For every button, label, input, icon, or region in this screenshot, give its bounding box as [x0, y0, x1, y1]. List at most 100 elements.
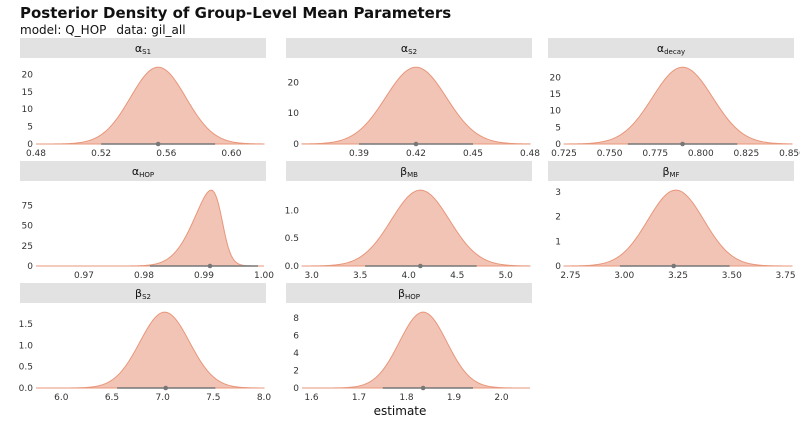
density-area: [301, 189, 531, 267]
facet-panel: βMF 0 1 2 3 2.75 3.00 3.25 3.50 3.75: [548, 161, 796, 281]
x-tick-label: 3.5: [353, 271, 367, 281]
x-tick-label: 0.52: [91, 149, 111, 159]
facet-strip-label: αdecay: [657, 42, 685, 56]
x-tick-label: 3.75: [776, 271, 796, 281]
subtitle-model: model: Q_HOP: [20, 23, 107, 37]
facet-strip: [20, 283, 266, 303]
facet-strip: [286, 38, 532, 58]
x-tick-label: 7.0: [156, 393, 171, 403]
facet-strip: [548, 161, 794, 181]
x-tick-label: 1.00: [254, 271, 274, 281]
y-tick-label: 25: [22, 242, 33, 252]
facet-strip-label: βMF: [662, 165, 679, 179]
point-estimate: [671, 263, 676, 269]
y-tick-label: 2: [555, 213, 561, 223]
facet-strip: [20, 161, 266, 181]
x-tick-label: 7.5: [206, 393, 220, 403]
x-tick-label: 0.42: [406, 149, 426, 159]
y-tick-label: 0: [555, 262, 561, 272]
x-tick-label: 3.0: [305, 271, 320, 281]
y-tick-label: 10: [22, 105, 34, 115]
facet-panel: βHOP 0 2 4 6 8 1.6 1.7 1.8 1.9 2.0: [286, 283, 532, 403]
point-estimate: [155, 141, 161, 147]
y-tick-label: 0.0: [19, 384, 34, 394]
facet-panel: βMB 0.0 0.5 1.0 3.0 3.5 4.0 4.5 5.0: [285, 161, 532, 281]
x-tick-label: 0.39: [349, 149, 369, 159]
y-tick-label: 4: [293, 349, 299, 359]
y-tick-label: 0.5: [19, 363, 33, 373]
x-tick-label: 0.800: [688, 149, 714, 159]
y-tick-label: 20: [288, 78, 300, 88]
y-tick-label: 10: [550, 107, 562, 117]
y-tick-label: 5: [555, 123, 561, 133]
y-tick-label: 1: [555, 237, 561, 247]
y-tick-label: 0: [27, 140, 33, 150]
x-tick-label: 0.48: [26, 149, 46, 159]
y-tick-label: 15: [550, 90, 561, 100]
y-tick-label: 0.0: [285, 262, 300, 272]
y-tick-label: 1.5: [19, 320, 33, 330]
facet-strip: [286, 161, 532, 181]
facet-strip-label: βS2: [135, 287, 151, 301]
facet-strip-label: βHOP: [398, 287, 420, 301]
density-area: [301, 66, 531, 145]
y-tick-label: 75: [22, 202, 33, 212]
point-estimate: [163, 385, 169, 391]
x-tick-label: 4.0: [402, 271, 417, 281]
y-tick-label: 0.5: [285, 234, 299, 244]
y-tick-label: 10: [288, 109, 300, 119]
x-tick-label: 4.5: [450, 271, 464, 281]
x-tick-label: 0.725: [551, 149, 577, 159]
density-area: [563, 66, 793, 145]
x-tick-label: 0.56: [156, 149, 176, 159]
y-tick-label: 5: [27, 123, 33, 133]
y-tick-label: 8: [293, 314, 299, 324]
x-tick-label: 1.6: [304, 393, 319, 403]
y-tick-label: 0: [293, 140, 299, 150]
x-tick-label: 1.7: [352, 393, 366, 403]
x-tick-label: 3.00: [614, 271, 634, 281]
facet-strip: [20, 38, 266, 58]
x-tick-label: 2.75: [560, 271, 580, 281]
density-area: [302, 311, 530, 389]
x-tick-label: 3.50: [722, 271, 742, 281]
x-tick-label: 0.60: [221, 149, 241, 159]
x-tick-label: 1.8: [399, 393, 414, 403]
chart-title: Posterior Density of Group-Level Mean Pa…: [20, 4, 452, 22]
point-estimate: [418, 263, 423, 269]
x-tick-label: 0.750: [597, 149, 623, 159]
facet-panel: αHOP 0 25 50 75 0.97 0.98 0.99 1.00: [20, 161, 274, 281]
x-tick-label: 0.98: [134, 271, 154, 281]
point-estimate: [413, 141, 419, 147]
facet-strip-label: αS1: [135, 42, 151, 56]
facet-panel: βS2 0.0 0.5 1.0 1.5 6.0 6.5 7.0 7.5 8.0: [19, 283, 272, 403]
y-tick-label: 1.0: [285, 206, 300, 216]
y-tick-label: 0: [293, 384, 299, 394]
subtitle-data: data: gil_all: [116, 23, 186, 37]
facet-strip-label: αHOP: [132, 165, 154, 179]
density-area: [563, 189, 793, 267]
x-axis-title: estimate: [373, 404, 427, 418]
x-tick-label: 6.0: [54, 393, 69, 403]
y-tick-label: 20: [22, 70, 34, 80]
point-estimate: [680, 141, 685, 147]
y-tick-label: 0: [555, 140, 561, 150]
x-tick-label: 0.48: [520, 149, 540, 159]
y-tick-label: 0: [27, 262, 33, 272]
y-tick-label: 15: [22, 88, 33, 98]
facet-strip: [548, 38, 794, 58]
x-tick-label: 2.0: [494, 393, 509, 403]
y-tick-label: 3: [555, 188, 561, 198]
x-tick-label: 6.5: [105, 393, 119, 403]
x-tick-label: 0.825: [734, 149, 760, 159]
x-tick-label: 0.850: [779, 149, 800, 159]
density-area: [36, 311, 265, 389]
facet-panel: αdecay 0 5 10 15 20 0.725 0.750 0.775 0.800 0.825 0…: [548, 38, 800, 159]
facet-strip-label: βMB: [400, 165, 418, 179]
x-tick-label: 0.45: [463, 149, 483, 159]
facet-strip: [286, 283, 532, 303]
x-tick-label: 8.0: [257, 393, 272, 403]
y-tick-label: 1.0: [19, 341, 34, 351]
x-tick-label: 0.775: [642, 149, 668, 159]
